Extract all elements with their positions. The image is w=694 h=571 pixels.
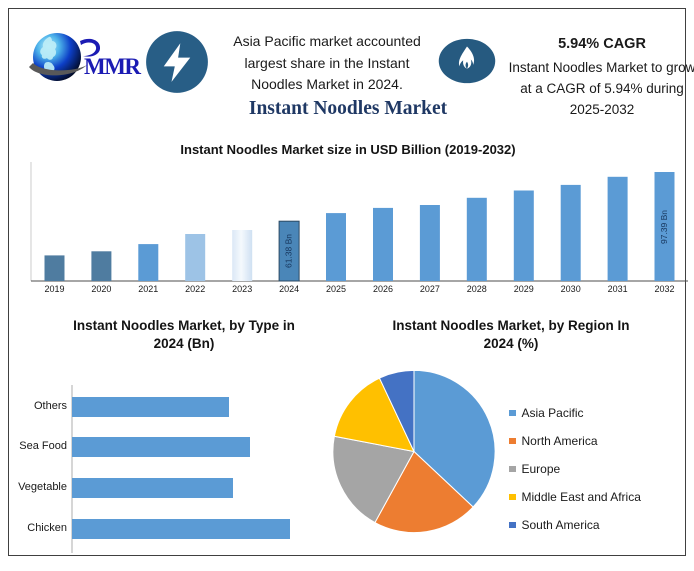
svg-text:2022: 2022 (185, 284, 205, 294)
svg-text:2028: 2028 (467, 284, 487, 294)
svg-text:2026: 2026 (373, 284, 393, 294)
svg-text:2032: 2032 (654, 284, 674, 294)
svg-text:Chicken: Chicken (27, 522, 67, 534)
svg-text:2025: 2025 (326, 284, 346, 294)
svg-text:MMR: MMR (84, 54, 141, 79)
svg-text:2027: 2027 (420, 284, 440, 294)
svg-text:Vegetable: Vegetable (18, 481, 67, 493)
svg-text:97.39 Bn: 97.39 Bn (659, 210, 669, 244)
svg-text:61.38 Bn: 61.38 Bn (283, 234, 293, 268)
svg-text:Sea Food: Sea Food (19, 440, 67, 452)
svg-text:2020: 2020 (91, 284, 111, 294)
svg-text:2031: 2031 (608, 284, 628, 294)
svg-text:2029: 2029 (514, 284, 534, 294)
svg-text:Others: Others (34, 400, 68, 412)
svg-text:2021: 2021 (138, 284, 158, 294)
svg-text:2019: 2019 (44, 284, 64, 294)
svg-text:2023: 2023 (232, 284, 252, 294)
svg-text:2030: 2030 (561, 284, 581, 294)
svg-text:2024: 2024 (279, 284, 299, 294)
